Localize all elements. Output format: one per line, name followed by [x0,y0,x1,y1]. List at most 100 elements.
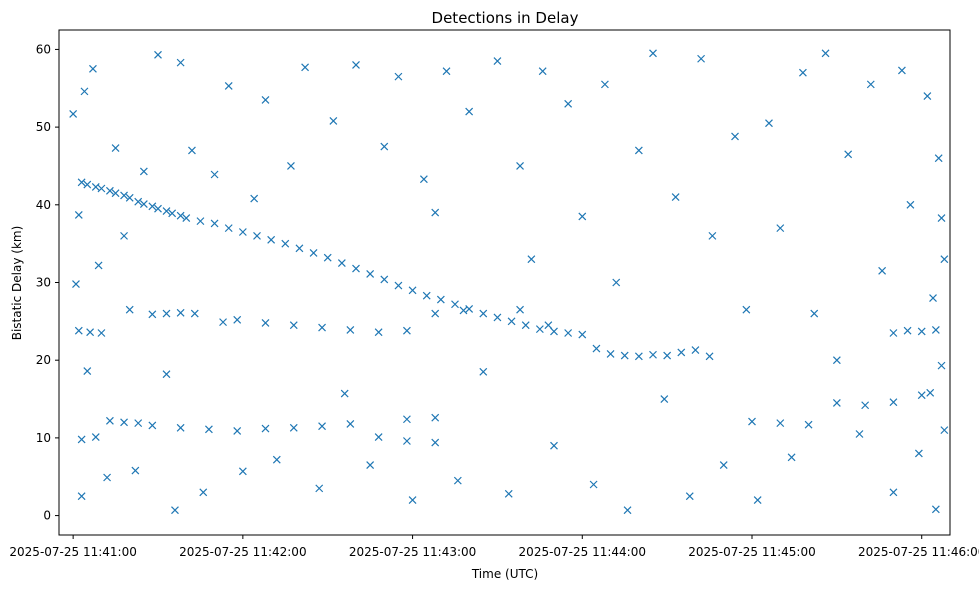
data-point [787,453,796,462]
data-point [224,224,233,233]
data-point [97,184,106,193]
x-axis-label: Time (UTC) [471,567,538,581]
data-point [589,480,598,489]
data-point [253,231,261,240]
data-point [889,488,898,497]
data-point [402,415,411,424]
data-point [171,506,179,515]
data-point [538,67,547,76]
data-point [134,197,143,206]
data-point [431,309,440,318]
data-point [91,433,100,442]
data-point [210,170,219,179]
data-point [199,488,208,497]
data-point [366,270,375,278]
data-point [436,295,445,304]
data-point [162,370,171,379]
data-point [176,58,185,67]
data-point [914,449,923,458]
data-point [634,146,643,155]
data-point [663,351,672,360]
data-point [154,204,162,213]
data-point [352,264,360,273]
data-point [504,489,513,498]
data-point [929,294,937,302]
data-point [844,150,853,159]
data-point [620,351,629,360]
data-point [374,328,383,337]
data-point [182,214,191,222]
data-point [176,308,185,317]
data-point [550,327,558,336]
data-point [906,200,915,209]
data-point [289,423,298,432]
data-point [238,228,247,236]
x-tick-label: 2025-07-25 11:41:00 [9,545,136,559]
data-point [934,154,943,163]
data-point [261,424,270,433]
data-point [134,419,143,428]
data-point [196,217,205,226]
data-point [521,321,530,330]
data-point [139,167,148,176]
data-point [120,191,128,200]
data-point [111,189,120,198]
data-point [318,323,326,332]
data-point [272,455,281,464]
data-point [527,255,536,264]
data-point [402,326,411,335]
data-point [125,305,134,314]
y-tick-label: 10 [36,431,51,445]
data-point [453,476,462,485]
data-point [889,398,898,407]
data-point [804,420,813,429]
data-point [479,367,488,376]
data-point [301,63,310,72]
data-point [318,422,326,431]
data-point [323,253,332,262]
data-point [776,224,785,233]
data-point [810,309,819,318]
x-tick-label: 2025-07-25 11:45:00 [688,545,815,559]
data-point [419,175,428,184]
data-point [923,92,932,100]
data-point [600,80,609,89]
data-point [612,278,621,287]
data-point [649,350,657,359]
data-point [719,461,728,470]
data-point [493,57,502,66]
data-point [380,142,389,151]
data-point [103,473,112,482]
data-point [176,423,185,432]
data-point [940,426,949,435]
x-tick-label: 2025-07-25 11:42:00 [179,545,306,559]
data-point [125,193,134,202]
data-point [148,202,157,211]
data-point [402,437,411,445]
data-point [459,306,468,315]
data-point [431,438,440,447]
data-point [660,395,669,403]
data-point [677,348,686,357]
y-tick-label: 60 [36,42,51,56]
data-point [83,367,92,375]
data-point [931,325,940,334]
data-point [917,327,926,336]
data-point [832,398,841,407]
data-point [937,361,946,370]
data-point [77,435,86,444]
data-point [139,200,148,208]
data-point [83,180,92,189]
data-point [105,186,114,195]
data-point [937,214,946,222]
y-axis: 0 10 20 30 40 50 60 [36,42,59,523]
data-point [261,95,270,104]
data-point [798,68,807,77]
data-point [346,419,355,428]
data-point [394,72,403,81]
data-point [431,208,440,217]
data-point [931,505,940,514]
data-point [408,496,417,504]
